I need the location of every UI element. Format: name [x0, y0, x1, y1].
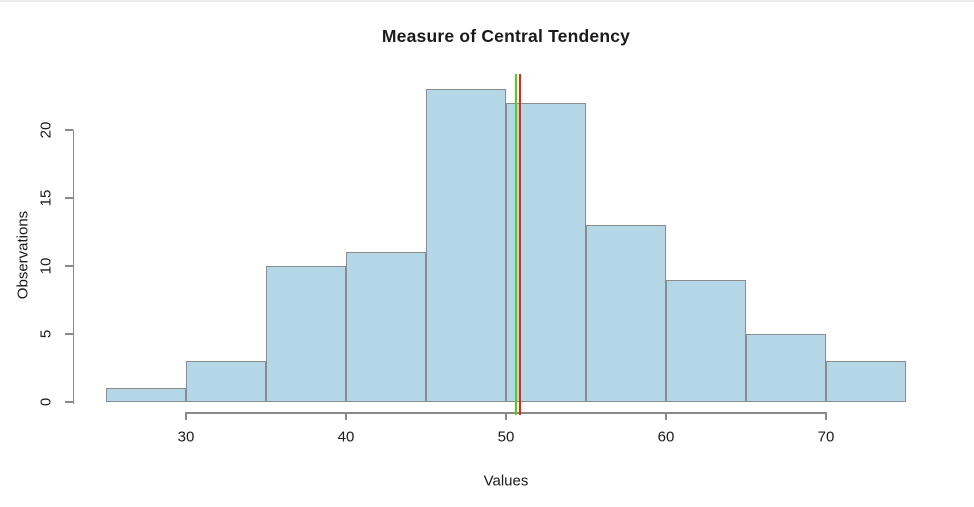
x-axis-tick — [345, 412, 347, 420]
histogram-bar — [186, 361, 266, 402]
x-axis-tick — [825, 412, 827, 420]
y-tick-label: 15 — [37, 189, 55, 207]
x-axis-tick — [185, 412, 187, 420]
histogram-bar — [666, 279, 746, 402]
red-vertical-line — [519, 74, 522, 415]
y-axis-tick — [64, 401, 73, 403]
y-axis-tick — [64, 197, 73, 199]
y-tick-label: 5 — [37, 329, 55, 339]
histogram-bar — [426, 89, 506, 402]
x-axis-tick — [505, 412, 507, 420]
y-axis-tick — [64, 129, 73, 131]
y-axis-tick — [64, 265, 73, 267]
histogram-bar — [506, 102, 586, 402]
chart-title: Measure of Central Tendency — [381, 26, 631, 46]
y-tick-label: 20 — [37, 121, 55, 139]
histogram-bar — [106, 388, 186, 402]
y-axis-line — [72, 130, 74, 404]
green-vertical-line — [514, 74, 517, 415]
histogram-bar — [746, 334, 826, 402]
histogram-bar — [586, 225, 666, 402]
y-axis-title: Observations — [14, 210, 32, 300]
histogram-bar — [826, 361, 906, 402]
histogram-bar — [266, 266, 346, 402]
window-top-edge — [0, 0, 974, 2]
x-axis-tick — [665, 412, 667, 420]
x-tick-label: 50 — [497, 428, 515, 446]
y-tick-label: 0 — [37, 397, 55, 407]
x-tick-label: 70 — [817, 428, 835, 446]
x-axis-title: Values — [483, 472, 529, 490]
x-tick-label: 40 — [337, 428, 355, 446]
y-axis-tick — [64, 333, 73, 335]
x-tick-label: 30 — [177, 428, 195, 446]
y-tick-label: 10 — [37, 257, 55, 275]
histogram-bar — [346, 252, 426, 402]
x-tick-label: 60 — [657, 428, 675, 446]
